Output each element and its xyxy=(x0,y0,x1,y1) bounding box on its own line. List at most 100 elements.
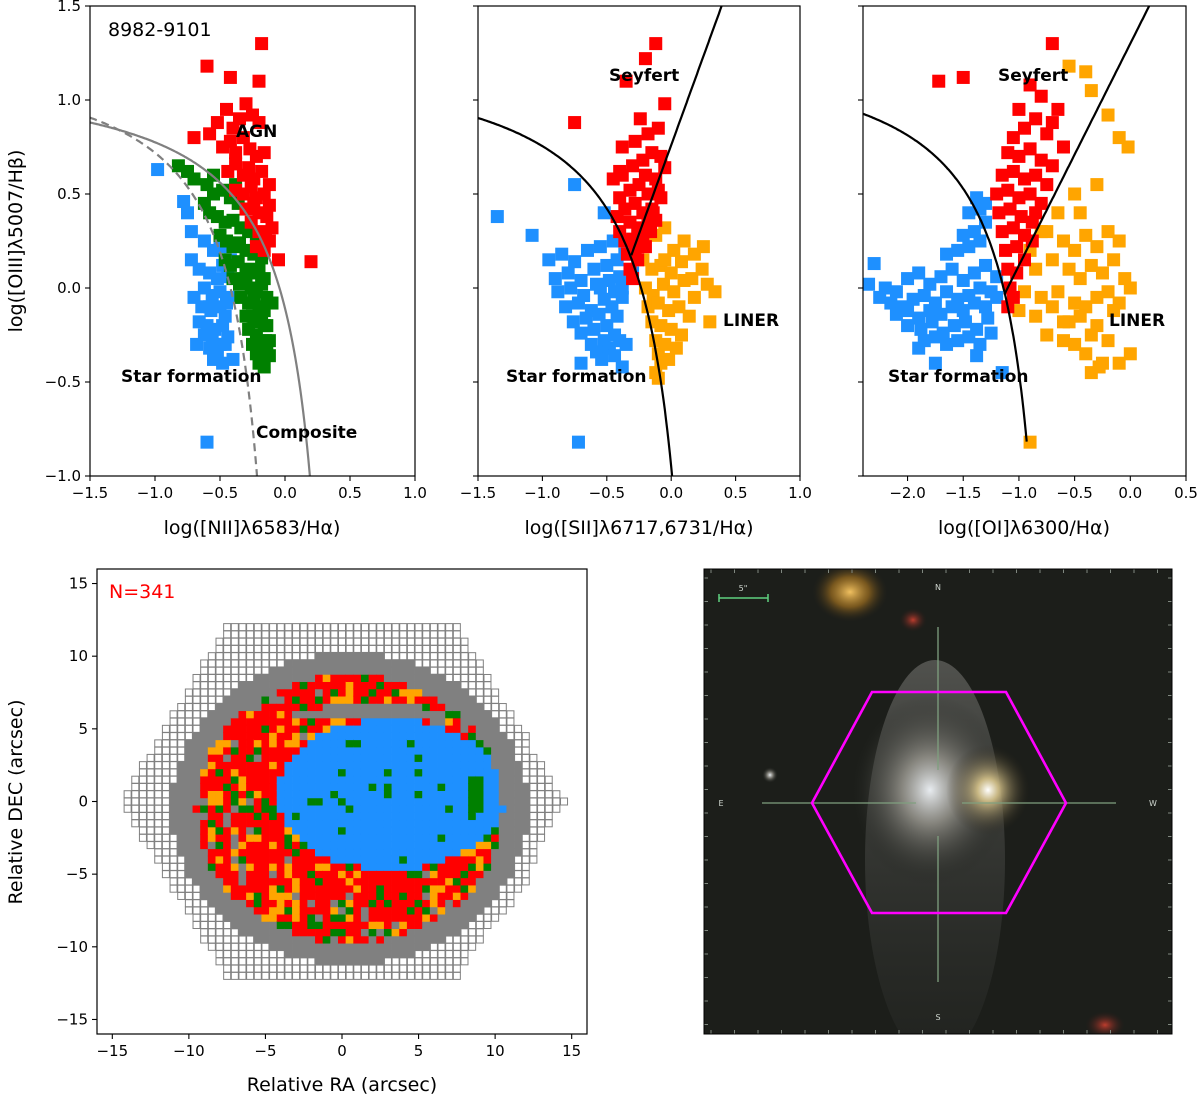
spaxel-unclassified xyxy=(307,659,316,668)
spaxel-seyfert xyxy=(261,768,270,777)
spaxel-seyfert xyxy=(307,928,316,937)
spaxel-seyfert xyxy=(261,782,270,791)
spaxel-no-data xyxy=(399,630,408,639)
spaxel-seyfert xyxy=(215,848,224,857)
spaxel-seyfert xyxy=(284,724,293,733)
spaxel-liner xyxy=(276,710,285,719)
spaxel-seyfert xyxy=(360,884,369,893)
spaxel-seyfert xyxy=(322,681,331,690)
spaxel-composite xyxy=(337,797,347,806)
spaxel-unclassified xyxy=(506,862,515,871)
spaxel-unclassified xyxy=(192,797,201,806)
spaxel-liner xyxy=(292,732,301,741)
spaxel-unclassified xyxy=(514,782,523,791)
seyfert-point xyxy=(619,74,633,88)
spaxel-composite xyxy=(215,841,224,850)
spaxel-seyfert xyxy=(215,870,224,879)
star_formation-point xyxy=(587,322,601,336)
spaxel-liner xyxy=(429,870,438,879)
spaxel-unclassified xyxy=(376,928,385,937)
spaxel-composite xyxy=(353,739,362,748)
spaxel-composite xyxy=(399,891,408,900)
spaxel-unclassified xyxy=(307,950,316,959)
spaxel-unclassified xyxy=(368,710,377,719)
nii-axes-frame xyxy=(89,5,416,477)
spaxel-composite xyxy=(475,804,484,813)
spaxel-seyfert xyxy=(246,782,255,791)
spaxel-no-data xyxy=(537,768,546,777)
spaxel-unclassified xyxy=(414,928,423,937)
spaxel-unclassified xyxy=(315,950,324,959)
spaxel-seyfert xyxy=(276,746,285,755)
spaxel-no-data xyxy=(292,644,301,653)
spaxel-no-data xyxy=(307,644,316,653)
spaxel-no-data xyxy=(460,681,469,690)
spaxel-seyfert xyxy=(414,913,423,922)
spaxel-seyfert xyxy=(207,804,216,813)
spaxel-seyfert xyxy=(246,739,255,748)
seyfert-point xyxy=(641,127,655,141)
spaxel-seyfert xyxy=(330,884,339,893)
spaxel-composite xyxy=(383,768,392,777)
seyfert-point xyxy=(1010,240,1024,254)
spaxel-no-data xyxy=(460,652,469,661)
spaxel-unclassified xyxy=(521,819,530,828)
spaxel-unclassified xyxy=(452,681,461,690)
spaxel-unclassified xyxy=(184,790,193,799)
spaxel-unclassified xyxy=(337,950,347,959)
spaxel-composite xyxy=(414,753,423,762)
spaxel-no-data xyxy=(207,906,216,915)
spaxel-seyfert xyxy=(238,717,247,726)
spaxel-composite xyxy=(307,797,316,806)
spaxel-no-data xyxy=(161,812,170,821)
spaxel-star_formation xyxy=(376,855,385,864)
spaxel-star_formation xyxy=(429,826,438,835)
spaxel-no-data xyxy=(154,848,163,857)
spaxel-unclassified xyxy=(184,746,193,755)
liner-point xyxy=(696,240,710,254)
spaxel-unclassified xyxy=(345,703,354,712)
spaxel-star_formation xyxy=(315,739,324,748)
spaxel-no-data xyxy=(468,935,477,944)
seyfert-point xyxy=(615,168,629,182)
spaxel-star_formation xyxy=(360,848,369,857)
spaxel-star_formation xyxy=(368,775,377,784)
spaxel-seyfert xyxy=(230,753,239,762)
spaxel-unclassified xyxy=(498,877,507,886)
spaxel-no-data xyxy=(460,942,469,951)
spaxel-no-data xyxy=(146,841,155,850)
spaxel-seyfert xyxy=(215,833,224,842)
spaxel-star_formation xyxy=(292,804,301,813)
spaxel-star_formation xyxy=(445,746,454,755)
spaxel-seyfert xyxy=(315,717,324,726)
spaxel-seyfert xyxy=(353,899,362,908)
spaxel-unclassified xyxy=(200,753,209,762)
spaxel-unclassified xyxy=(292,673,301,682)
spaxel-unclassified xyxy=(223,819,232,828)
spaxel-unclassified xyxy=(269,681,278,690)
liner-point xyxy=(664,266,678,280)
spaxel-no-data xyxy=(437,957,446,966)
spaxel-seyfert xyxy=(299,870,308,879)
spaxel-liner xyxy=(284,891,293,900)
seyfert-point xyxy=(1029,112,1043,126)
spaxel-seyfert xyxy=(353,717,362,726)
x-tick-label: 0 xyxy=(337,1042,347,1060)
spaxel-no-data xyxy=(184,703,193,712)
spaxel-unclassified xyxy=(353,659,362,668)
bpt-ylabel: log([OIII]λ5007/Hβ) xyxy=(5,150,27,333)
spaxel-liner xyxy=(269,739,278,748)
spaxel-unclassified xyxy=(399,950,408,959)
spaxel-seyfert xyxy=(307,862,316,871)
spaxel-seyfert xyxy=(230,732,239,741)
spaxel-no-data xyxy=(230,666,239,675)
spaxel-seyfert xyxy=(207,782,216,791)
spaxel-seyfert xyxy=(292,688,301,697)
seyfert-point xyxy=(995,168,1009,182)
spaxel-star_formation xyxy=(322,782,331,791)
spaxel-seyfert xyxy=(299,906,308,915)
spaxel-star_formation xyxy=(391,826,400,835)
spaxel-seyfert xyxy=(253,848,262,857)
spaxel-no-data xyxy=(391,957,400,966)
spaxel-star_formation xyxy=(391,782,400,791)
